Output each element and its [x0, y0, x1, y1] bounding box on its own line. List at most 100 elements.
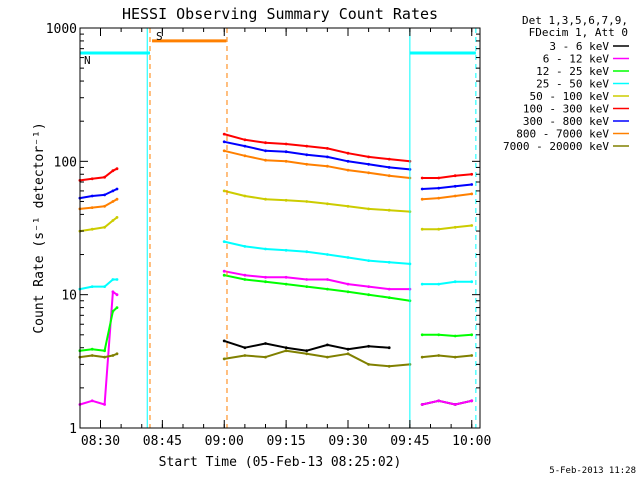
series-5-point	[90, 177, 94, 181]
series-0-point	[367, 344, 370, 348]
series-8-point	[387, 364, 391, 368]
series-4-segment-0	[79, 216, 118, 233]
series-6-point	[346, 159, 350, 163]
series-6-point	[111, 189, 115, 193]
series-3-point	[387, 260, 391, 264]
series-1-segment-1	[224, 270, 410, 291]
series-3-point	[367, 259, 370, 262]
x-tick-label: 09:15	[267, 434, 306, 449]
series-3-point	[90, 285, 94, 288]
series-4-point	[90, 227, 94, 231]
series-3-point	[115, 278, 119, 281]
series-8-point	[222, 357, 226, 361]
plot-frame	[79, 27, 481, 429]
series-7-segment-1	[223, 149, 411, 179]
x-tick-label: 08:45	[143, 434, 182, 449]
series-4-point	[222, 189, 226, 193]
series-7-point	[222, 149, 226, 153]
y-tick-label: 10	[61, 289, 77, 304]
footer-timestamp: 5-Feb-2013 11:28	[549, 466, 636, 476]
legend-entry-label: 50 - 100 keV	[530, 90, 610, 103]
series-1-point	[470, 399, 474, 403]
series-0-point	[284, 346, 288, 350]
series-5-point	[367, 155, 370, 159]
series-2-point	[437, 333, 441, 337]
series-6-segment-0	[79, 188, 118, 200]
series-6-point	[90, 194, 94, 198]
series-6-point	[437, 186, 441, 190]
series-1-point	[90, 399, 94, 403]
legend-entry-label: 12 - 25 keV	[536, 65, 609, 78]
series-7-segment-2	[422, 192, 472, 201]
series-8-segment-0	[79, 352, 118, 359]
series-5-point	[437, 176, 441, 180]
series-1-point	[115, 293, 119, 297]
series-6-point	[326, 155, 329, 159]
series-2-point	[346, 290, 350, 294]
series-0-segment-0	[223, 339, 390, 352]
series-1-point	[437, 399, 441, 403]
series-7-point	[284, 159, 288, 163]
x-tick-label: 09:45	[390, 434, 429, 449]
flag-label-0: S	[156, 30, 163, 43]
series-3-point	[243, 245, 247, 248]
y-tick-label: 100	[54, 155, 77, 170]
series-2-point	[115, 306, 119, 309]
series-5-point	[326, 147, 329, 150]
x-tick-label: 08:30	[81, 434, 120, 449]
series-8-point	[420, 355, 424, 359]
series-6-segment-1	[223, 140, 410, 171]
series-3-point	[305, 250, 309, 254]
series-8-point	[115, 352, 119, 356]
series-1-segment-0	[79, 290, 118, 406]
series-8-point	[90, 354, 94, 357]
series-7-point	[470, 192, 474, 196]
series-2-point	[222, 273, 226, 277]
series-8-point	[437, 354, 441, 357]
series-3-point	[284, 248, 288, 252]
series-6-point	[453, 184, 457, 188]
series-6-segment-2	[422, 183, 472, 190]
series-7-point	[115, 197, 119, 201]
series-2-point	[470, 333, 474, 337]
series-4-point	[305, 200, 309, 203]
series-8-segment-1	[224, 349, 410, 368]
series-0-point	[387, 346, 391, 350]
series-7-point	[90, 206, 94, 210]
series-3-segment-1	[223, 240, 410, 265]
series-3-point	[346, 256, 350, 259]
series-0-point	[346, 347, 350, 351]
series-1-point	[284, 275, 288, 279]
series-3-segment-0	[79, 278, 117, 291]
series-0-point	[305, 349, 309, 353]
series-2-segment-1	[223, 274, 411, 302]
series-6-point	[470, 183, 474, 186]
series-1-point	[387, 287, 391, 291]
series-2-point	[305, 285, 309, 288]
series-1-point	[243, 273, 247, 277]
series-8-point	[346, 352, 350, 356]
x-axis-label: Start Time (05-Feb-13 08:25:02)	[159, 455, 402, 470]
flag-label-1: N	[84, 54, 91, 67]
series-2-point	[103, 349, 106, 353]
series-4-point	[326, 202, 329, 206]
series-8-point	[305, 352, 309, 356]
y-tick-label: 1	[69, 422, 77, 437]
series-3-point	[264, 247, 267, 251]
series-3-point	[111, 278, 115, 281]
series-2-point	[387, 296, 391, 299]
series-5-point	[387, 157, 391, 161]
series-6-point	[387, 166, 391, 169]
series-4-point	[437, 227, 441, 231]
series-0-point	[243, 346, 247, 350]
series-5-segment-1	[223, 133, 411, 163]
series-7-segment-0	[79, 198, 118, 210]
legend-entry-label: 300 - 800 keV	[523, 115, 609, 128]
series-5-point	[115, 167, 119, 171]
series-7-point	[326, 164, 329, 168]
series-7-point	[453, 194, 457, 198]
series-4-point	[243, 194, 247, 198]
series-1-point	[111, 290, 115, 294]
series-2-segment-0	[79, 306, 118, 352]
series-8-point	[243, 354, 247, 357]
